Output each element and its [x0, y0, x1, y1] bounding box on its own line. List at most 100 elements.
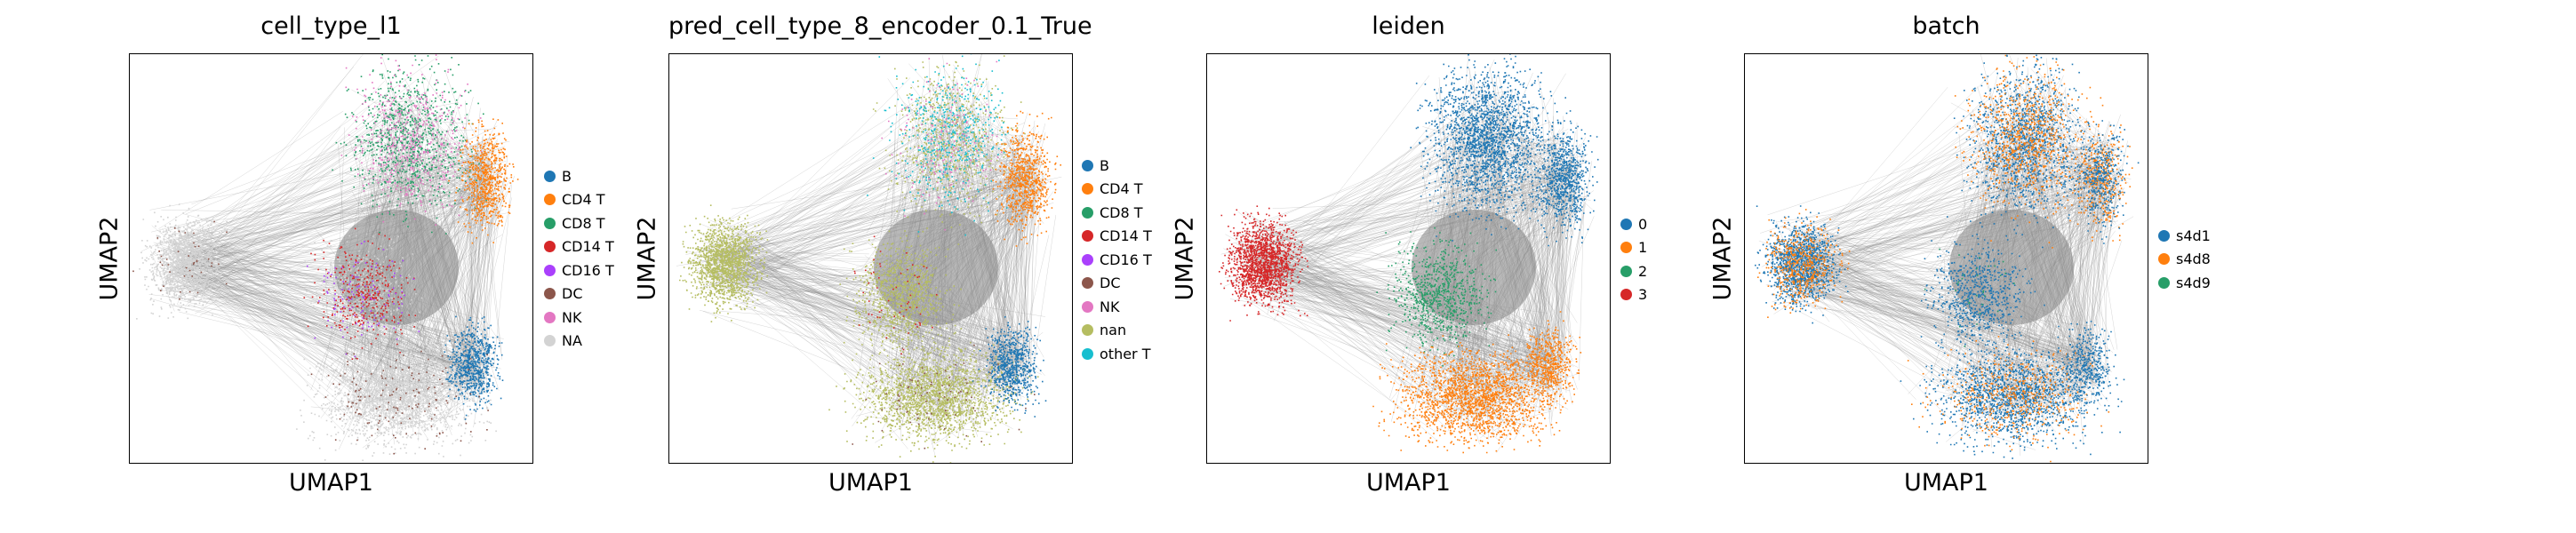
- legend-label: CD16 T: [1100, 251, 1152, 268]
- legend-label: CD4 T: [1100, 180, 1143, 198]
- legend-label: DC: [562, 285, 583, 303]
- point-cloud: [1514, 311, 1580, 413]
- legend-marker: [544, 170, 556, 182]
- legend-marker: [1082, 324, 1093, 337]
- point-cloud: [1757, 209, 1851, 318]
- legend-item: NA: [544, 330, 614, 354]
- point-cloud: [992, 110, 1061, 247]
- point-cloud: [2068, 120, 2140, 244]
- point-cloud: [300, 233, 423, 363]
- legend-item: CD8 T: [1082, 201, 1152, 225]
- cell-points: [679, 54, 1061, 463]
- legend-label: B: [1100, 156, 1109, 174]
- plot-area: [1206, 53, 1611, 464]
- legend-item: 3: [1620, 283, 1647, 307]
- legend-marker: [2158, 229, 2170, 242]
- legend-marker: [1082, 159, 1093, 171]
- y-axis-label: UMAP2: [633, 216, 661, 301]
- point-cloud: [1410, 54, 1573, 242]
- legend-marker: [1620, 289, 1632, 301]
- point-cloud: [296, 327, 497, 462]
- legend-item: CD14 T: [1082, 225, 1152, 249]
- legend-label: CD4 T: [562, 191, 605, 209]
- panel-title: cell_type_l1: [260, 12, 402, 40]
- x-axis-label: UMAP1: [1904, 469, 1988, 497]
- legend-item: other T: [1082, 342, 1152, 366]
- plot-area: [668, 53, 1073, 464]
- x-axis-label: UMAP1: [289, 469, 373, 497]
- legend-marker: [1082, 300, 1093, 313]
- legend-marker: [1620, 265, 1632, 277]
- legend-item: CD8 T: [544, 211, 614, 235]
- legend-marker: [2158, 276, 2170, 289]
- legend-label: NK: [1100, 298, 1120, 315]
- point-cloud: [136, 203, 233, 320]
- point-cloud: [972, 316, 1047, 418]
- legend-marker: [1620, 242, 1632, 254]
- legend-item: DC: [544, 282, 614, 306]
- point-cloud: [1376, 227, 1497, 367]
- legend-label: CD8 T: [562, 214, 605, 232]
- point-cloud: [1219, 205, 1309, 322]
- legend-label: NA: [562, 332, 582, 350]
- legend-marker: [1082, 277, 1093, 290]
- panel-title: leiden: [1372, 12, 1445, 40]
- legend-item: s4d1: [2158, 224, 2211, 248]
- legend-marker: [1082, 183, 1093, 195]
- legend-marker: [544, 288, 556, 300]
- plot-area: [129, 53, 533, 464]
- legend-label: NK: [562, 308, 582, 326]
- cell-points: [1219, 54, 1599, 454]
- legend-label: 3: [1638, 286, 1648, 304]
- legend-item: 0: [1620, 212, 1647, 236]
- legend-item: CD16 T: [1082, 248, 1152, 272]
- x-axis-label: UMAP1: [1366, 469, 1451, 497]
- legend: B CD4 T CD8 T CD14 T CD16 T DC NK nan other T: [1082, 154, 1152, 366]
- point-cloud: [1372, 334, 1582, 454]
- legend-label: 0: [1638, 215, 1648, 233]
- legend-item: B: [1082, 154, 1152, 178]
- point-cloud: [1900, 334, 2125, 459]
- point-cloud: [1530, 110, 1599, 247]
- legend-label: s4d1: [2176, 227, 2211, 244]
- legend-item: s4d8: [2158, 248, 2211, 272]
- panel-title: pred_cell_type_8_encoder_0.1_True: [668, 12, 1092, 40]
- legend-marker: [544, 217, 556, 229]
- legend-label: 2: [1638, 262, 1648, 280]
- y-axis-label: UMAP2: [1171, 216, 1199, 301]
- legend: s4d1 s4d8 s4d9: [2158, 224, 2211, 295]
- legend-item: 2: [1620, 259, 1647, 283]
- legend-marker: [1082, 253, 1093, 266]
- legend-marker: [544, 241, 556, 253]
- legend-label: s4d8: [2176, 251, 2211, 268]
- legend-label: other T: [1100, 345, 1151, 362]
- legend-marker: [544, 194, 556, 206]
- legend-label: CD14 T: [1100, 227, 1152, 245]
- legend-item: B: [544, 164, 614, 188]
- legend-item: 1: [1620, 236, 1647, 260]
- legend-label: CD16 T: [562, 261, 614, 279]
- cell-points: [132, 54, 519, 462]
- legend-marker: [1620, 218, 1632, 230]
- legend-item: CD4 T: [1082, 178, 1152, 202]
- legend-marker: [544, 335, 556, 347]
- legend-item: CD4 T: [544, 188, 614, 212]
- point-cloud: [1954, 54, 2119, 249]
- legend-marker: [1082, 206, 1093, 219]
- legend-marker: [544, 264, 556, 276]
- point-cloud: [679, 204, 769, 322]
- point-cloud: [340, 54, 483, 226]
- legend-label: CD8 T: [1100, 203, 1143, 221]
- point-cloud: [444, 315, 504, 420]
- legend-marker: [2158, 253, 2170, 266]
- legend-marker: [1082, 230, 1093, 243]
- legend-item: s4d9: [2158, 271, 2211, 295]
- point-cloud: [448, 118, 519, 244]
- legend-item: CD16 T: [544, 259, 614, 282]
- legend-label: 1: [1638, 239, 1648, 257]
- plot-area: [1744, 53, 2148, 464]
- legend-marker: [1082, 347, 1093, 360]
- legend-label: s4d9: [2176, 274, 2211, 291]
- legend-label: nan: [1100, 322, 1127, 339]
- legend-item: NK: [544, 306, 614, 330]
